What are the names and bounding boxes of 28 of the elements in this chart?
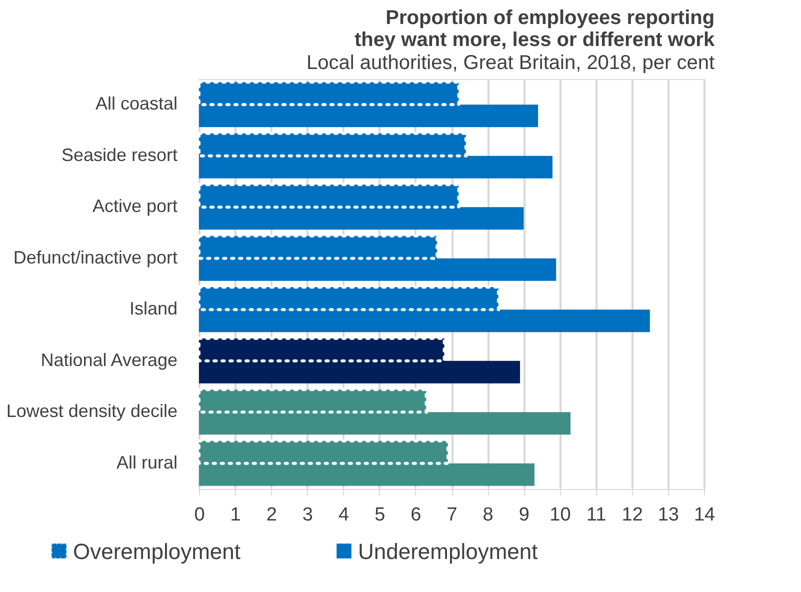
y-tick-label: All coastal [95,94,178,114]
y-tick-label: Island [129,298,178,319]
y-tick-label: National Average [40,350,178,370]
y-tick-label: Lowest density decile [6,401,178,422]
x-tick-label: 10 [550,504,571,526]
y-tick-label: Defunct/inactive port [13,247,178,268]
x-tick-label: 8 [482,504,494,526]
y-tick-label: Active port [92,196,178,216]
x-tick-label: 11 [586,504,606,526]
chart-subtitle: Local authorities, Great Britain, 2018, per cent [306,52,715,74]
x-tick-label: 7 [446,504,458,526]
text: they want more, less or different work [354,29,715,51]
x-tick-label: 1 [230,504,241,526]
x-tick-label: 13 [658,504,679,526]
legend-label: Underemployment [358,539,538,564]
legend-label: Overemployment [73,539,241,564]
x-tick-label: 14 [694,504,716,526]
x-tick-label: 0 [194,504,205,526]
text: Proportion of employees reporting [386,7,715,29]
y-tick-label: Seaside resort [61,144,178,165]
y-tick-label: All rural [116,452,178,472]
x-tick-label: 2 [266,504,277,526]
x-tick-label: 5 [374,504,386,526]
x-tick-label: 6 [410,504,422,526]
x-tick-label: 9 [518,504,530,526]
x-tick-label: 4 [338,504,350,526]
x-tick-label: 12 [622,504,643,526]
x-tick-label: 3 [302,504,314,526]
